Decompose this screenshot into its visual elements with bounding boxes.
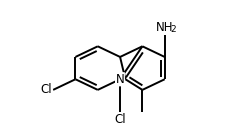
Text: N: N [115,73,124,86]
Text: 2: 2 [170,25,176,34]
Text: Cl: Cl [114,113,125,126]
Text: Cl: Cl [40,83,52,96]
Text: NH: NH [155,21,173,34]
